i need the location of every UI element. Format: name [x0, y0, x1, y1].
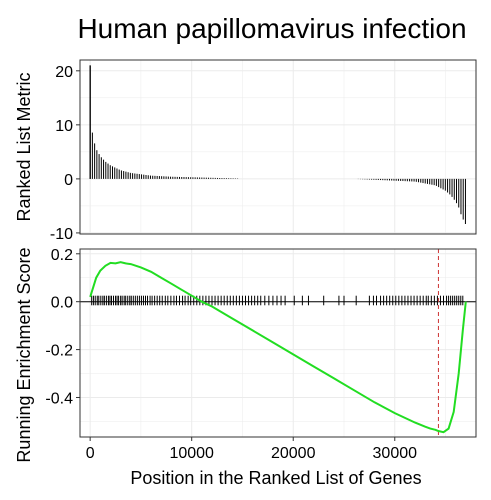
x-tick-label: 0 — [86, 445, 95, 462]
ranked-metric-bars — [89, 65, 466, 225]
x-axis-label: Position in the Ranked List of Genes — [130, 468, 421, 488]
y-tick-label: 10 — [55, 118, 73, 135]
y-tick-label: -0.2 — [45, 343, 73, 360]
running-score-panel-frame — [79, 248, 477, 438]
ranked-list-panel-frame — [79, 59, 477, 235]
y-tick-label: 0.2 — [51, 247, 73, 264]
y-tick-label: 0 — [64, 172, 73, 189]
running-score-panel: 0.2 0.0 -0.2 -0.4 0 10000 20000 30000 — [45, 247, 477, 462]
running-score-panel-background — [80, 249, 476, 437]
ranked-list-panel-background — [80, 60, 476, 234]
running-score-y-axis: 0.2 0.0 -0.2 -0.4 — [45, 247, 80, 407]
x-tick-label: 10000 — [169, 445, 214, 462]
enrichment-score-curve — [89, 261, 467, 434]
x-tick-label: 20000 — [271, 445, 316, 462]
running-score-y-axis-label: Running Enrichment Score — [14, 247, 34, 462]
ranked-list-y-axis: 20 10 0 -10 — [50, 64, 80, 243]
ranked-list-panel: 20 10 0 -10 — [50, 59, 477, 243]
gene-hit-marks — [91, 295, 464, 306]
ranked-list-y-axis-label: Ranked List Metric — [14, 72, 34, 221]
y-tick-label: -0.4 — [45, 390, 73, 407]
chart-title: Human papillomavirus infection — [77, 13, 466, 44]
y-tick-label: 0.0 — [51, 295, 73, 312]
y-tick-label: 20 — [55, 64, 73, 81]
x-tick-label: 30000 — [373, 445, 418, 462]
x-axis: 0 10000 20000 30000 — [86, 437, 417, 462]
y-tick-label: -10 — [50, 226, 73, 243]
